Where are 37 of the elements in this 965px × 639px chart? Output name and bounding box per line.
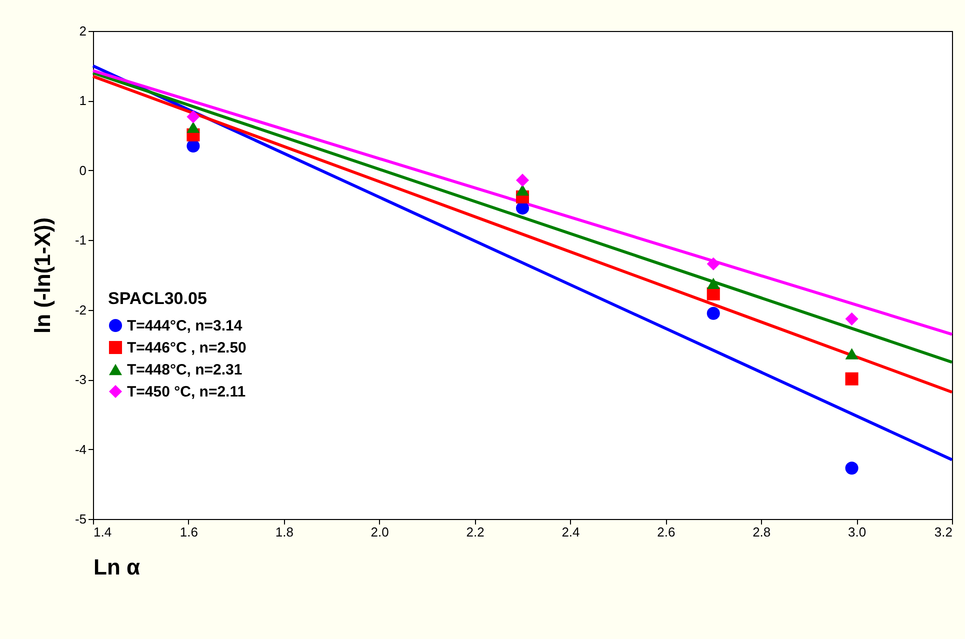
point <box>706 306 720 320</box>
x-tick-label: 2.2 <box>466 524 484 540</box>
x-tick-label: 2.8 <box>752 524 771 540</box>
y-tick-label: -1 <box>74 232 86 248</box>
y-axis-title: ln (-ln(1-X)) <box>30 217 55 334</box>
legend-label: T=446°C , n=2.50 <box>127 340 246 356</box>
point <box>845 348 858 360</box>
x-tick-label: 3.2 <box>934 524 952 540</box>
legend-label: T=448°C, n=2.31 <box>127 362 242 378</box>
point <box>706 278 720 290</box>
x-tick-label: 3.0 <box>848 524 866 540</box>
x-tick-label: 2.4 <box>562 524 580 540</box>
point <box>845 312 858 326</box>
y-tick-label: -5 <box>74 512 86 526</box>
x-tick-label: 2.0 <box>370 524 389 540</box>
x-tick-label: 2.6 <box>657 524 676 540</box>
point <box>186 122 200 133</box>
legend-label: T=450 °C, n=2.11 <box>127 384 246 400</box>
point <box>516 202 530 215</box>
y-tick-label: -3 <box>74 372 86 388</box>
point <box>706 257 720 270</box>
legend-title: SPACL30.05 <box>108 289 207 308</box>
y-tick-label: -2 <box>74 302 86 318</box>
point <box>845 462 858 475</box>
point <box>845 372 858 386</box>
x-tick-label: 1.6 <box>180 524 198 540</box>
x-tick-label: 1.4 <box>94 524 112 540</box>
point <box>186 110 200 124</box>
x-axis-title: Ln α <box>94 554 140 580</box>
y-tick-label: 0 <box>79 162 86 178</box>
legend-label: T=444°C, n=3.14 <box>127 318 243 334</box>
y-tick-label: -4 <box>74 442 86 457</box>
y-tick-label: 1 <box>79 93 86 108</box>
point <box>516 184 530 196</box>
y-tick-label: 2 <box>79 24 86 38</box>
x-tick-label: 1.8 <box>275 524 294 540</box>
point <box>516 174 530 187</box>
